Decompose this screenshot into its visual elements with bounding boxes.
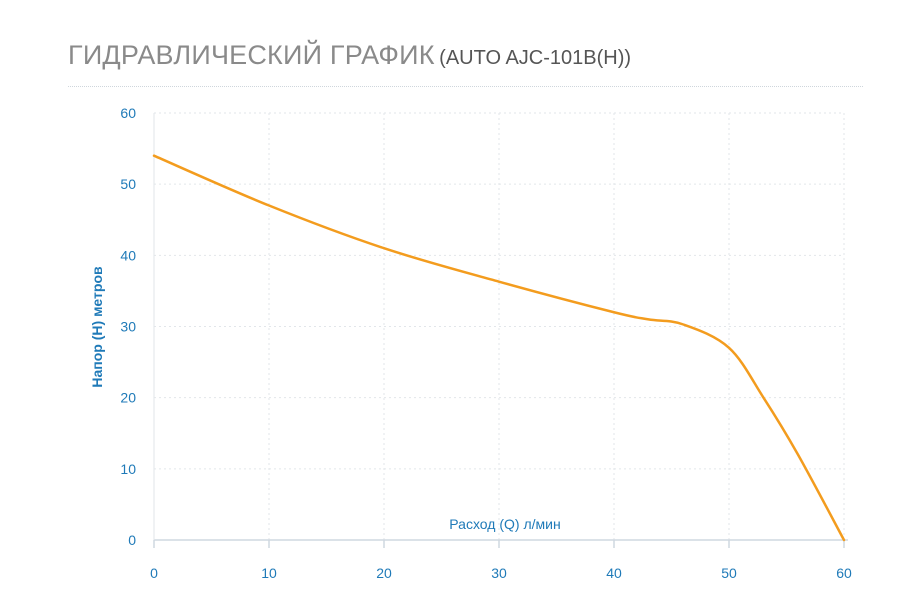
y-tick-label: 40	[120, 247, 136, 263]
chart-title-model: (AUTO AJC-101B(H))	[439, 47, 632, 69]
grid	[154, 112, 845, 540]
y-axis-label: Напор (Н) метров	[89, 266, 105, 388]
x-tick-label: 20	[376, 565, 392, 581]
series	[152, 154, 846, 542]
y-tick-label: 50	[120, 176, 136, 192]
x-ticks: 0 10 20 30 40 50 60	[150, 540, 852, 581]
x-tick-label: 60	[836, 565, 852, 581]
x-tick-label: 30	[491, 565, 507, 581]
x-tick-label: 50	[721, 565, 737, 581]
x-tick-label: 10	[261, 565, 277, 581]
y-ticks: 0 10 20 30 40 50 60	[120, 105, 136, 548]
x-axis-label: Расход (Q) л/мин	[449, 516, 560, 532]
chart-title: ГИДРАВЛИЧЕСКИЙ ГРАФИК (AUTO AJC-101B(H))	[68, 40, 631, 71]
x-tick-label: 40	[606, 565, 622, 581]
y-tick-label: 30	[120, 319, 136, 335]
title-divider	[68, 86, 863, 87]
performance-curve	[152, 154, 846, 542]
y-tick-label: 10	[120, 461, 136, 477]
y-tick-label: 20	[120, 390, 136, 406]
x-tick-label: 0	[150, 565, 158, 581]
y-tick-label: 0	[128, 532, 136, 548]
y-tick-label: 60	[120, 105, 136, 121]
chart-title-main: ГИДРАВЛИЧЕСКИЙ ГРАФИК	[68, 40, 435, 70]
